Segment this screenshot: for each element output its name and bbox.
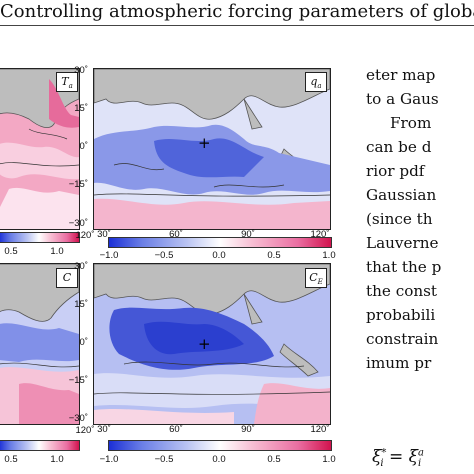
eq-left-sup: * [381,447,387,459]
map-top-right: + [93,68,331,230]
page-header: Controlling atmospheric forcing paramete… [0,0,474,26]
lon-tick: 120˚ [310,229,330,240]
var-label-top-right: qa [305,72,327,92]
cbar-tick: 1.0 [322,250,336,261]
lat-tick: 30˚ [74,261,88,272]
body-text-line: to a Gaus [366,90,439,108]
body-text-line: (since th [366,210,433,228]
page-title: Controlling atmospheric forcing paramete… [0,1,474,22]
lon-tick: 30˚ [97,229,111,240]
map-top-left [0,68,80,230]
lon-tick: 30˚ [97,424,111,435]
cbar-tick: 0.5 [4,454,18,465]
eq-left-sub: i [380,458,384,470]
equation: ξ*i = ξai [372,447,424,470]
colorbar-top-right [108,237,332,248]
eq-right-sup: a [418,447,424,459]
colorbar-top-left [0,232,80,243]
lon-tick: 90˚ [241,424,255,435]
cbar-tick: −0.5 [154,454,174,465]
body-text-line: rior pdf [366,162,425,180]
lon-tick: 60˚ [169,229,183,240]
cbar-tick: 0.5 [267,250,281,261]
cross-marker: + [198,335,211,353]
lon-tick: 60˚ [169,424,183,435]
cbar-tick: 0.5 [4,246,18,257]
lat-tick: −15˚ [68,375,88,386]
body-text-line: imum pr [366,354,432,372]
lon-tick: 120˚ [75,425,95,436]
eq-equals: = [383,447,409,467]
lat-tick: 30˚ [74,65,88,76]
cbar-tick: 0.5 [267,454,281,465]
body-text-line: From [390,114,432,132]
colorbar-bottom-right [108,440,332,451]
var-label-bottom-left: C [56,268,78,288]
colorbar-bottom-left [0,440,80,451]
eq-left: ξ [372,447,382,467]
cbar-tick: −1.0 [99,454,119,465]
body-text-line: eter map [366,66,436,84]
lon-tick: 120˚ [75,230,95,241]
cbar-tick: 0.0 [212,250,226,261]
body-text-line: probabili [366,306,436,324]
lat-tick: −15˚ [68,179,88,190]
body-text-line: Lauverne [366,234,439,252]
eq-right-sub: i [417,458,422,470]
lat-tick: 15˚ [74,299,88,310]
cbar-tick: 1.0 [50,246,64,257]
lat-tick: 0˚ [79,337,88,348]
lat-tick: −30˚ [68,218,88,229]
body-text-line: constrain [366,330,439,348]
cbar-tick: 1.0 [50,454,64,465]
lat-tick: 0˚ [79,141,88,152]
lat-tick: −30˚ [68,413,88,424]
body-text-line: the const [366,282,438,300]
body-text-line: Gaussian [366,186,437,204]
cbar-tick: −1.0 [99,250,119,261]
var-label-bottom-right: CE [305,268,327,288]
cross-marker: + [198,134,211,152]
cbar-tick: 0.0 [212,454,226,465]
eq-right: ξ [408,447,419,467]
lat-tick: 15˚ [74,103,88,114]
body-text-line: can be d [366,138,432,156]
cbar-tick: 1.0 [322,454,336,465]
body-text-line: that the p [366,258,442,276]
lon-tick: 90˚ [241,229,255,240]
map-bottom-right: + [93,263,331,425]
cbar-tick: −0.5 [154,250,174,261]
header-rule [0,25,474,26]
lon-tick: 120˚ [310,424,330,435]
var-label-top-left: Ta [56,72,78,92]
